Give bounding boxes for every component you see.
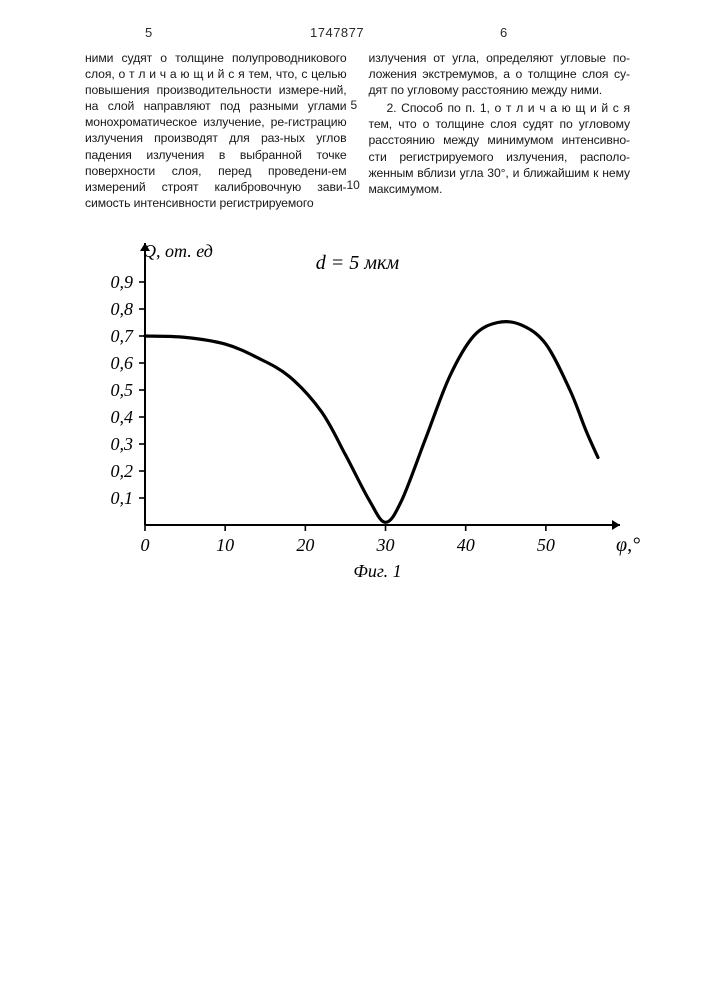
svg-text:0: 0 [141, 535, 150, 555]
svg-text:30: 30 [376, 535, 395, 555]
svg-text:50: 50 [537, 535, 555, 555]
column-right: 5 10 излучения от угла, определяют углов… [369, 50, 631, 211]
page-num-right: 6 [500, 25, 507, 40]
svg-text:0,4: 0,4 [111, 407, 134, 427]
col-right-para1: излучения от угла, определяют угловые по… [369, 50, 631, 98]
svg-text:0,2: 0,2 [111, 461, 134, 481]
svg-text:0,1: 0,1 [111, 488, 134, 508]
page-num-left: 5 [145, 25, 152, 40]
figure-1-chart: 0,1 0,2 0,3 0,4 0,5 0,6 0,7 0,8 0,9 0 10 20 30 40 50 Q,… [70, 225, 640, 585]
svg-text:0,7: 0,7 [111, 326, 135, 346]
svg-text:0,8: 0,8 [111, 299, 134, 319]
svg-text:10: 10 [216, 535, 234, 555]
chart-svg: 0,1 0,2 0,3 0,4 0,5 0,6 0,7 0,8 0,9 0 10 20 30 40 50 Q,… [70, 225, 640, 585]
svg-text:Фиг. 1: Фиг. 1 [353, 561, 401, 581]
svg-text:20: 20 [296, 535, 314, 555]
svg-text:d = 5 мкм: d = 5 мкм [316, 252, 400, 274]
svg-text:40: 40 [457, 535, 475, 555]
svg-text:0,6: 0,6 [111, 353, 134, 373]
doc-number: 1747877 [310, 25, 364, 40]
svg-text:0,5: 0,5 [111, 380, 134, 400]
svg-text:Q, от. ед: Q, от. ед [143, 241, 213, 261]
col-right-para2: 2. Способ по п. 1, о т л и ч а ю щ и й с… [369, 100, 631, 197]
text-columns: ними судят о толщине полупроводникового … [85, 50, 630, 211]
col-left-body: ними судят о толщине полупроводникового … [85, 51, 347, 210]
svg-text:0,9: 0,9 [111, 272, 134, 292]
svg-text:φ,°: φ,° [616, 534, 640, 556]
column-left: ними судят о толщине полупроводникового … [85, 50, 347, 211]
line-marker-5: 5 [351, 98, 358, 114]
line-marker-10: 10 [347, 178, 360, 194]
svg-text:0,3: 0,3 [111, 434, 134, 454]
